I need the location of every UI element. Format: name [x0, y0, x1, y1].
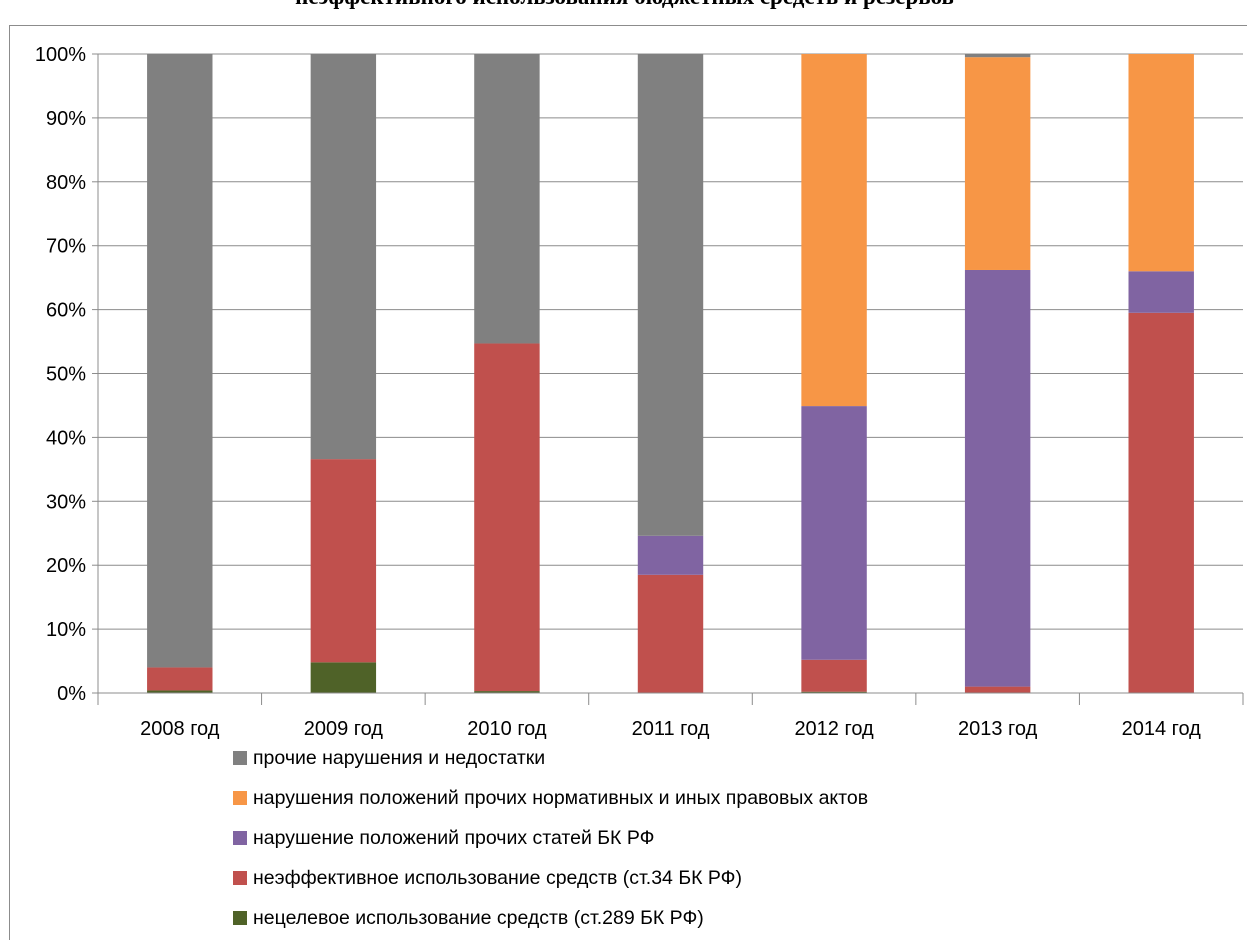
bar-segment — [637, 54, 704, 536]
x-tick-label: 2012 год — [794, 718, 874, 740]
bar-segment — [801, 406, 867, 660]
y-tick-label: 70% — [46, 236, 86, 258]
bar-segment — [964, 269, 1031, 687]
bar-segment — [474, 691, 540, 693]
legend-swatch — [233, 751, 247, 765]
bar-segment — [964, 57, 1031, 270]
y-tick-label: 60% — [46, 300, 86, 322]
legend-item: прочие нарушения и недостатки — [233, 746, 868, 770]
x-tick-label: 2013 год — [958, 718, 1038, 740]
legend-item: нарушение положений прочих статей БК РФ — [233, 826, 868, 850]
legend-label: нецелевое использование средств (ст.289 … — [253, 906, 704, 929]
legend-swatch — [233, 911, 247, 925]
chart-plot: 0% 10% 20% 30% 40% 50% 60% 70% 80% 90% 100% 2008 го… — [35, 44, 1244, 740]
legend-item: неэффективное использование средств (ст.… — [233, 866, 868, 890]
legend-swatch — [233, 871, 247, 885]
y-tick-label: 100% — [35, 44, 86, 66]
bar-segment — [801, 659, 867, 692]
legend-item: нецелевое использование средств (ст.289 … — [233, 906, 868, 930]
x-tick-label: 2009 год — [304, 718, 384, 740]
bar-segment — [147, 54, 213, 668]
bar-segment — [147, 690, 213, 693]
bar-segment — [474, 343, 540, 692]
bars — [147, 54, 1194, 693]
axes: 0% 10% 20% 30% 40% 50% 60% 70% 80% 90% 100% 2008 го… — [35, 44, 1244, 740]
bar-segment — [801, 691, 867, 693]
bar-segment — [310, 662, 377, 693]
legend-label: неэффективное использование средств (ст.… — [253, 866, 743, 889]
legend-label: прочие нарушения и недостатки — [253, 746, 546, 769]
x-tick-label: 2014 год — [1122, 718, 1202, 740]
bar-segment — [637, 535, 704, 575]
bar-segment — [147, 667, 213, 691]
legend-label: нарушение положений прочих статей БК РФ — [253, 826, 655, 849]
legend-item: нарушения положений прочих нормативных и… — [233, 786, 868, 810]
x-tick-label: 2008 год — [140, 718, 220, 740]
legend-swatch — [233, 831, 247, 845]
bar-segment — [310, 54, 377, 460]
chart-frame — [9, 25, 1247, 940]
x-tick-label: 2011 год — [632, 718, 710, 740]
y-tick-label: 80% — [46, 172, 86, 194]
y-tick-label: 0% — [57, 683, 86, 705]
y-tick-label: 40% — [46, 427, 86, 449]
y-tick-label: 50% — [46, 364, 86, 386]
y-tick-label: 90% — [46, 108, 86, 130]
bar-segment — [964, 686, 1031, 693]
bar-segment — [964, 54, 1031, 58]
bar-segment — [1128, 271, 1194, 313]
bar-segment — [801, 54, 867, 407]
y-tick-label: 30% — [46, 491, 86, 513]
bar-segment — [637, 574, 704, 693]
legend-swatch — [233, 791, 247, 805]
y-tick-label: 10% — [46, 619, 86, 641]
bar-segment — [310, 459, 377, 663]
bar-segment — [1128, 54, 1194, 272]
legend: прочие нарушения и недостатки нарушения п… — [233, 746, 868, 946]
y-tick-label: 20% — [46, 555, 86, 577]
chart-title: неэффективного использования бюджетных с… — [0, 0, 1249, 10]
bar-segment — [474, 54, 540, 344]
legend-label: нарушения положений прочих нормативных и… — [253, 786, 869, 809]
bar-segment — [1128, 312, 1194, 693]
x-tick-label: 2010 год — [467, 718, 547, 740]
